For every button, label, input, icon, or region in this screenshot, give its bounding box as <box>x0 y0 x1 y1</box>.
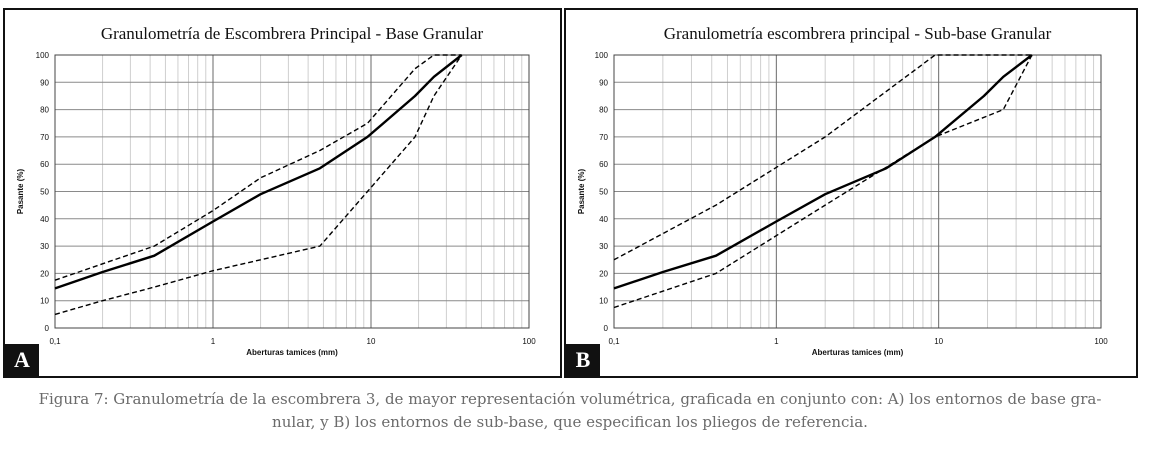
y-tick-label: 60 <box>40 160 49 169</box>
chart-b: Granulometría escombrera principal - Sub… <box>577 24 1108 357</box>
y-tick-label: 100 <box>36 51 50 60</box>
y-tick-label: 20 <box>599 269 608 278</box>
x-tick-label: 10 <box>934 337 943 346</box>
granulometry-line <box>613 54 1033 290</box>
panel-label-a: A <box>5 344 39 376</box>
y-tick-label: 50 <box>40 188 49 197</box>
y-tick-label: 50 <box>599 188 608 197</box>
chart-title: Granulometría escombrera principal - Sub… <box>664 24 1052 43</box>
x-tick-label: 100 <box>522 337 536 346</box>
granulometry-line <box>54 54 463 290</box>
caption-line-1: Figura 7: Granulometría de la escombrera… <box>38 390 1102 408</box>
chart-panel-a: Granulometría de Escombrera Principal - … <box>3 8 562 378</box>
grid <box>613 54 1102 329</box>
envelope-line-2 <box>613 54 1033 309</box>
x-tick-label: 0,1 <box>49 337 61 346</box>
grid <box>54 54 530 329</box>
x-tick-label: 10 <box>367 337 376 346</box>
y-tick-label: 40 <box>40 215 49 224</box>
x-tick-label: 1 <box>211 337 216 346</box>
y-tick-label: 30 <box>599 242 608 251</box>
y-tick-label: 0 <box>45 324 50 333</box>
y-tick-label: 100 <box>595 51 609 60</box>
x-tick-label: 1 <box>774 337 779 346</box>
chart-panel-b: Granulometría escombrera principal - Sub… <box>564 8 1138 378</box>
chart-a: Granulometría de Escombrera Principal - … <box>16 24 536 357</box>
y-tick-label: 10 <box>40 297 49 306</box>
chart-title: Granulometría de Escombrera Principal - … <box>101 24 484 43</box>
x-axis-label: Aberturas tamices (mm) <box>812 348 904 357</box>
x-axis-label: Aberturas tamices (mm) <box>246 348 338 357</box>
figure-caption: Figura 7: Granulometría de la escombrera… <box>0 388 1140 434</box>
y-tick-label: 30 <box>40 242 49 251</box>
envelope-line-2 <box>54 54 463 316</box>
y-tick-label: 10 <box>599 297 608 306</box>
y-tick-label: 70 <box>599 133 608 142</box>
y-axis-label: Pasante (%) <box>16 168 25 214</box>
y-tick-label: 70 <box>40 133 49 142</box>
panel-label-b: B <box>566 344 600 376</box>
plot-frame <box>613 54 1102 329</box>
y-tick-label: 40 <box>599 215 608 224</box>
caption-line-2: nular, y B) los entornos de sub-base, qu… <box>272 413 868 431</box>
y-tick-label: 20 <box>40 269 49 278</box>
y-tick-label: 80 <box>40 106 49 115</box>
y-axis-label: Pasante (%) <box>577 168 586 214</box>
plot-frame <box>54 54 530 329</box>
y-tick-label: 90 <box>599 78 608 87</box>
y-tick-label: 90 <box>40 78 49 87</box>
y-tick-label: 80 <box>599 106 608 115</box>
y-tick-label: 0 <box>604 324 609 333</box>
envelope-line-1 <box>54 54 462 281</box>
x-tick-label: 100 <box>1094 337 1108 346</box>
x-tick-label: 0,1 <box>608 337 620 346</box>
y-tick-label: 60 <box>599 160 608 169</box>
envelope-line-1 <box>613 54 1032 261</box>
